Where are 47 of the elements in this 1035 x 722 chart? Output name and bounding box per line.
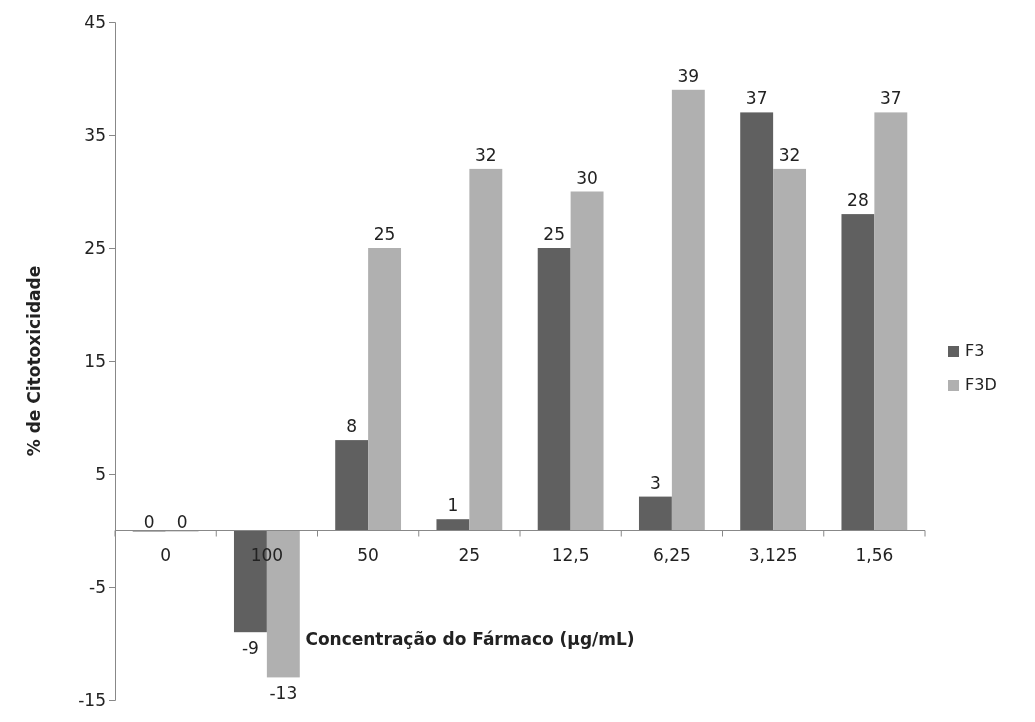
legend-label: F3 [965, 341, 985, 360]
data-label: 25 [373, 224, 396, 244]
bar [874, 112, 908, 531]
data-label: 37 [745, 88, 768, 109]
x-tick-label: 25 [458, 544, 481, 565]
y-axis-title: % de Citotoxicidade [24, 265, 44, 457]
x-tick-label: 3,125 [748, 544, 798, 565]
bar [469, 168, 503, 531]
data-label: 0 [176, 511, 188, 532]
bar [740, 112, 774, 531]
data-label: 25 [543, 224, 565, 244]
data-label: -9 [241, 638, 259, 659]
data-label: -13 [269, 683, 298, 704]
x-tick-label: 12,5 [551, 544, 590, 565]
data-label: 30 [576, 167, 598, 188]
y-tick-label: -5 [89, 576, 106, 597]
data-label: 39 [677, 65, 700, 86]
bar [671, 89, 705, 531]
data-label: 28 [847, 190, 869, 211]
y-tick-label: 45 [84, 11, 106, 32]
data-label: 32 [475, 144, 497, 165]
data-label: 37 [880, 88, 902, 109]
x-tick-label: 1,56 [855, 544, 894, 565]
x-tick-label: 6,25 [652, 544, 691, 565]
y-tick-label: -15 [78, 689, 106, 710]
data-label: 8 [346, 416, 358, 437]
y-tick-label: 35 [84, 124, 106, 145]
bar [841, 214, 875, 531]
data-label: 3 [650, 472, 661, 493]
x-tick-label: 100 [250, 544, 284, 565]
bar [638, 496, 672, 531]
x-axis-title: Concentração do Fármaco (µg/mL) [305, 629, 635, 649]
bar [570, 191, 604, 531]
data-label: 0 [143, 511, 155, 532]
bar [436, 519, 470, 531]
x-tick-label: 0 [160, 544, 172, 565]
bar [773, 168, 807, 531]
legend-label: F3D [965, 375, 997, 394]
bar [537, 248, 571, 531]
y-tick-label: 15 [84, 350, 106, 371]
y-tick-label: 25 [84, 237, 106, 258]
y-tick-label: 5 [95, 463, 106, 484]
data-label: 32 [778, 144, 801, 165]
bar [335, 440, 369, 531]
x-tick-label: 50 [357, 544, 379, 565]
data-label: 1 [447, 495, 459, 516]
bar [368, 248, 402, 531]
